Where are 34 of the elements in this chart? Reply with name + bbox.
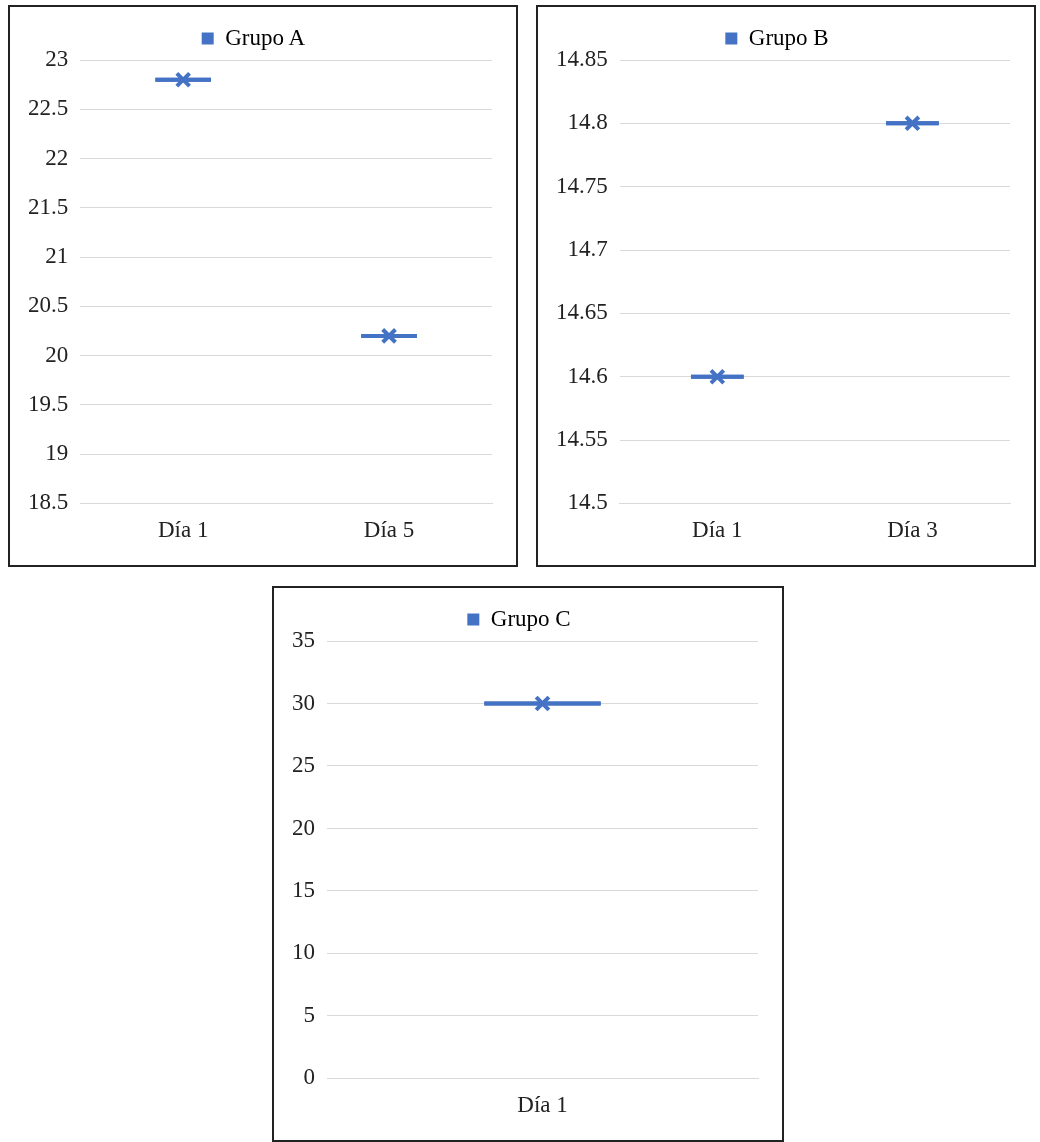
legend-label: Grupo A bbox=[225, 24, 306, 50]
y-tick-label: 18.5 bbox=[28, 489, 69, 515]
y-tick-label: 14.6 bbox=[567, 362, 608, 388]
y-tick-label: 21 bbox=[45, 243, 69, 269]
y-tick-label: 21.5 bbox=[28, 193, 69, 219]
x-tick-label: Día 3 bbox=[887, 517, 938, 543]
x-tick-label: Día 1 bbox=[692, 517, 743, 543]
y-tick-label: 14.85 bbox=[556, 46, 608, 72]
y-tick-label: 19.5 bbox=[28, 390, 69, 416]
y-tick-label: 15 bbox=[292, 876, 315, 902]
legend-label: Grupo C bbox=[490, 605, 571, 631]
y-tick-label: 14.75 bbox=[556, 172, 608, 198]
y-tick-label: 0 bbox=[303, 1064, 315, 1090]
y-tick-label: 22.5 bbox=[28, 95, 69, 121]
y-tick-label: 20.5 bbox=[28, 292, 69, 318]
y-tick-label: 10 bbox=[292, 939, 315, 965]
y-tick-label: 5 bbox=[303, 1001, 315, 1027]
x-tick-label: Día 1 bbox=[157, 517, 209, 543]
y-tick-label: 20 bbox=[292, 814, 315, 840]
y-tick-label: 35 bbox=[292, 627, 315, 653]
y-tick-label: 14.8 bbox=[567, 109, 608, 135]
x-tick-label: Día 1 bbox=[517, 1092, 568, 1118]
y-tick-label: 14.55 bbox=[556, 426, 608, 452]
legend-label: Grupo B bbox=[748, 24, 829, 50]
y-tick-label: 22 bbox=[45, 144, 69, 170]
y-tick-label: 25 bbox=[292, 752, 315, 778]
y-tick-label: 14.65 bbox=[556, 299, 608, 325]
y-tick-label: 20 bbox=[45, 341, 69, 367]
x-tick-label: Día 5 bbox=[363, 517, 415, 543]
y-tick-label: 14.7 bbox=[567, 236, 608, 262]
y-tick-label: 19 bbox=[45, 440, 69, 466]
y-tick-label: 14.5 bbox=[567, 489, 608, 515]
y-tick-label: 30 bbox=[292, 689, 315, 715]
y-tick-label: 23 bbox=[45, 46, 69, 72]
